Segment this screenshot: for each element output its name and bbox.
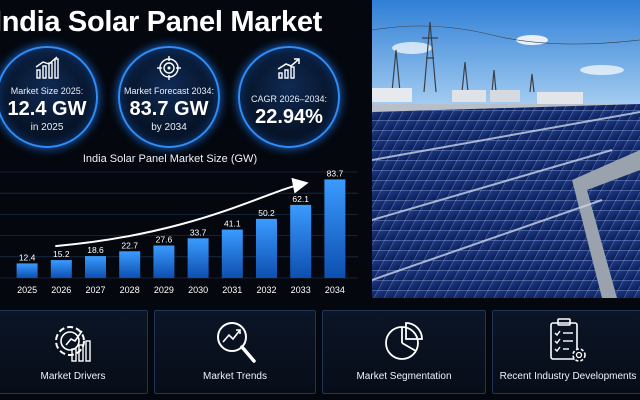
page-title: India Solar Panel Market [0,6,323,38]
data-label-2027: 18.6 [87,245,104,255]
card-label: Market Trends [203,371,267,382]
bar-2029 [153,245,175,278]
trend-arrow [55,177,309,248]
market-segmentation-card[interactable]: Market Segmentation [322,310,486,394]
market-size-chart: 12.4 15.2 18.6 22.7 27.6 33.7 41.1 50.2 62.1 83.7… [0,168,358,295]
gear-growth-icon [50,317,96,372]
data-label-2025: 12.4 [19,252,36,262]
bar-2025 [16,263,38,278]
market-drivers-card[interactable]: Market Drivers [0,310,148,394]
x-tick-2034: 2034 [325,285,345,295]
recent-developments-card[interactable]: Recent Industry Developments [492,310,640,394]
market-size-stat: Market Size 2025: 12.4 GW in 2025 [0,46,98,148]
cagr-stat: CAGR 2026–2034: 22.94% [238,46,340,148]
x-tick-2025: 2025 [17,285,37,295]
magnifier-trend-icon [212,317,258,372]
data-label-2034: 83.7 [327,168,344,178]
data-label-2033: 62.1 [292,194,309,204]
x-tick-2027: 2027 [85,285,105,295]
clipboard-gear-icon [545,317,591,372]
data-label-2030: 33.7 [190,227,207,237]
market-forecast-stat: Market Forecast 2034: 83.7 GW by 2034 [118,46,220,148]
x-tick-2028: 2028 [120,285,140,295]
bottom-card-row: Market Drivers Market Trends Market Segm… [0,306,640,400]
chart-title: India Solar Panel Market Size (GW) [82,153,258,165]
bar-2034 [324,179,346,278]
card-label: Market Drivers [40,371,106,382]
x-tick-2030: 2030 [188,285,208,295]
stat-sub: in 2025 [30,122,64,133]
bar-2027 [85,256,106,278]
bar-2032 [256,218,277,278]
stat-label: Market Size 2025: [10,86,84,96]
pie-chart-icon [381,317,427,372]
stat-label: CAGR 2026–2034: [250,94,328,104]
data-label-2028: 22.7 [121,240,138,250]
data-label-2032: 50.2 [258,208,275,218]
stat-value: 22.94% [255,106,323,128]
bar-2030 [187,238,209,278]
data-label-2031: 41.1 [224,219,241,229]
stat-label: Market Forecast 2034: [123,86,215,96]
x-tick-2031: 2031 [222,285,242,295]
card-label: Recent Industry Developments [499,371,637,382]
stat-sub: by 2034 [151,122,187,133]
stat-value: 83.7 GW [129,98,209,120]
solar-farm-image [372,0,640,298]
bar-2033 [290,204,312,278]
x-tick-2032: 2032 [256,285,276,295]
x-tick-2033: 2033 [291,285,311,295]
x-tick-2029: 2029 [154,285,174,295]
stat-value: 12.4 GW [7,98,87,120]
bar-chart-icon [34,56,60,85]
bar-2031 [221,229,243,278]
data-label-2029: 27.6 [156,234,173,244]
x-tick-2026: 2026 [51,285,71,295]
bar-2026 [50,260,72,278]
target-icon [156,56,182,85]
data-label-2026: 15.2 [53,249,70,259]
trend-up-icon [276,56,302,85]
market-trends-card[interactable]: Market Trends [154,310,316,394]
card-label: Market Segmentation [356,371,452,382]
bar-2028 [119,251,141,278]
